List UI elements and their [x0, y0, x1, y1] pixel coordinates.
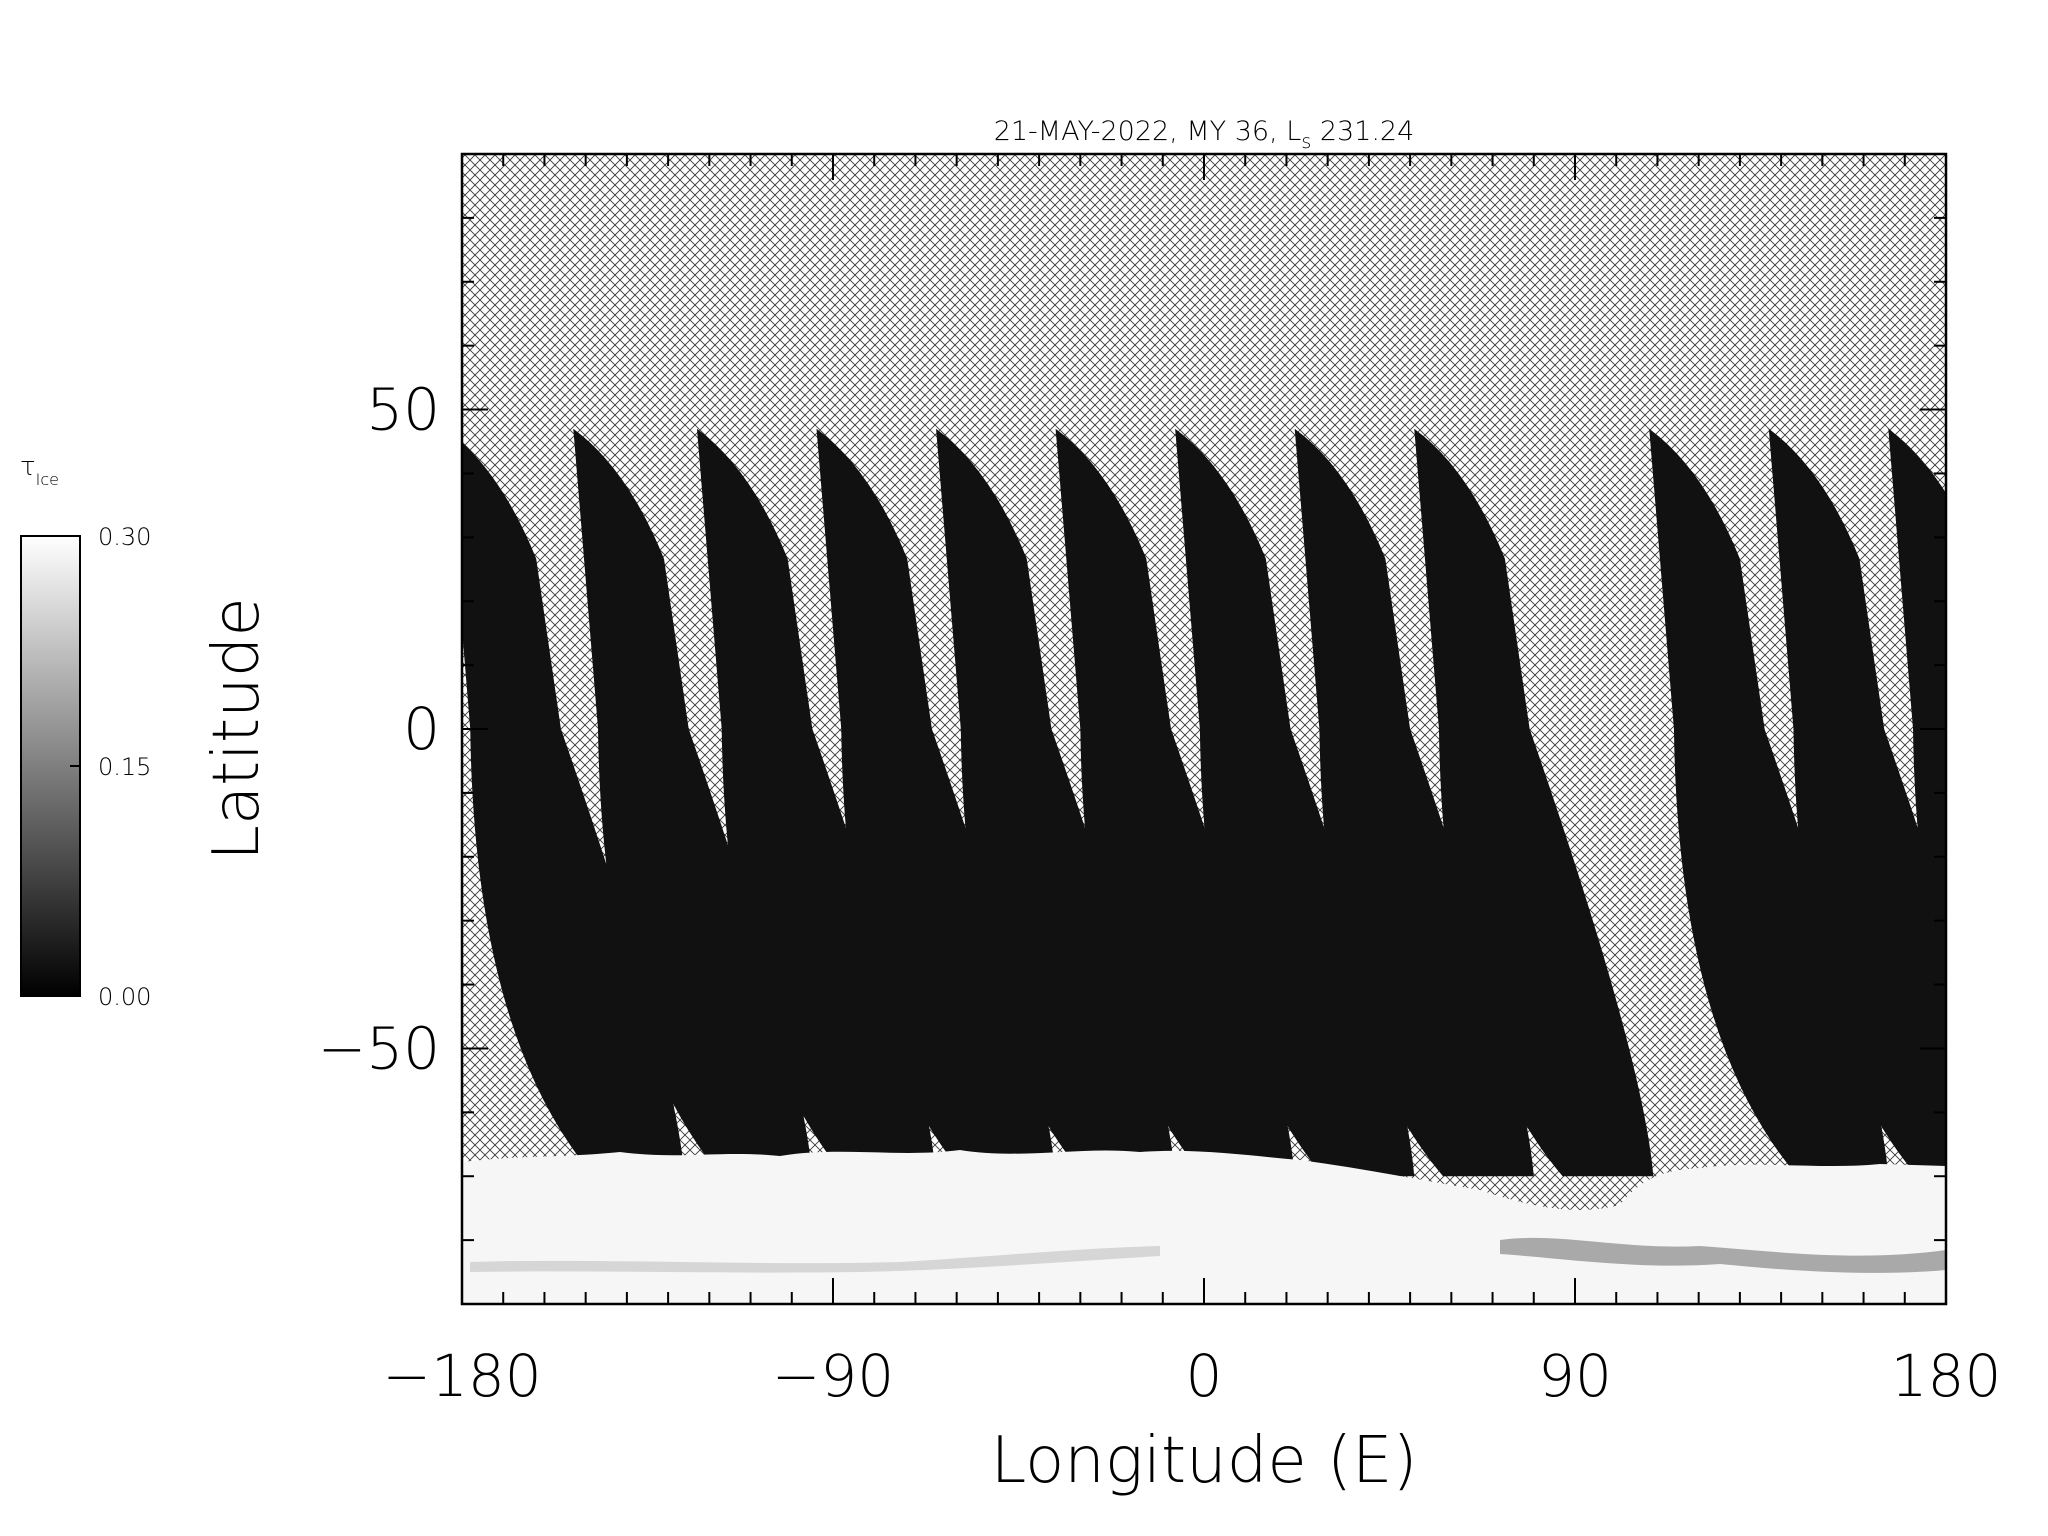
- x-tick-label: 90: [1538, 1342, 1612, 1410]
- chart-title: 21-MAY-2022, MY 36, Ls 231.24: [994, 116, 1415, 153]
- colorbar-tick-label: 0.00: [98, 983, 151, 1011]
- plot-area: [462, 154, 1946, 1304]
- x-tick-label: 0: [1186, 1342, 1223, 1410]
- swath-band: [573, 428, 813, 1177]
- colorbar-ticks: 0.00 0.15 0.30: [70, 523, 151, 1011]
- swath-band: [1414, 428, 1654, 1177]
- colorbar-tick-label: 0.30: [98, 523, 151, 551]
- axis-ticks: [461, 153, 1947, 1305]
- polar-hood-shading: [1500, 1237, 1946, 1273]
- swath-band: [462, 442, 685, 1177]
- colorbar-label: τIce: [20, 452, 59, 489]
- x-tick-label: 180: [1891, 1342, 2002, 1410]
- x-tick-label: −90: [772, 1342, 894, 1410]
- colorbar: τIce 0.00 0.15 0.30: [20, 452, 151, 1011]
- y-tick-label: 0: [403, 695, 440, 763]
- south-polar-hood: [462, 1150, 1946, 1304]
- swath-band: [1888, 428, 1946, 995]
- swath-band: [1768, 428, 1946, 1177]
- y-tick-label: −50: [318, 1014, 440, 1082]
- observation-swaths: [462, 428, 1946, 1177]
- y-axis-label: Latitude: [200, 597, 274, 860]
- polar-hood-shading-2: [470, 1246, 1160, 1273]
- y-tick-labels: −50 0 50: [318, 376, 440, 1083]
- colorbar-tick-label: 0.15: [98, 753, 151, 781]
- y-tick-label: 50: [366, 376, 440, 444]
- x-tick-labels: −180 −90 0 90 180: [382, 1342, 2001, 1410]
- x-axis-label: Longitude (E): [991, 1424, 1418, 1498]
- x-tick-label: −180: [382, 1342, 541, 1410]
